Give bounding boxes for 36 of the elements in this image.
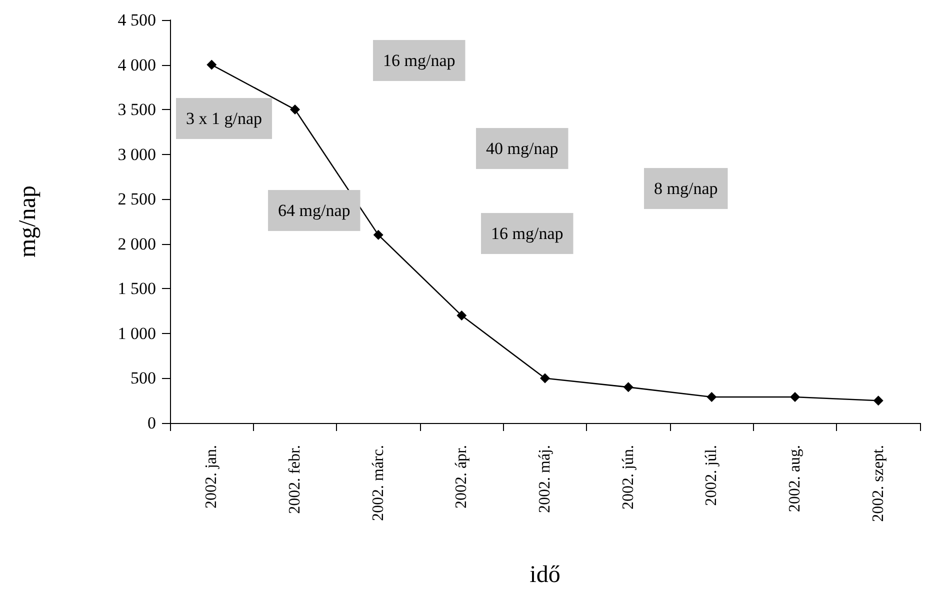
annotation: 8 mg/nap — [654, 179, 718, 198]
annotation: 16 mg/nap — [383, 51, 456, 70]
point — [290, 104, 300, 115]
y-tick-label: 1 000 — [118, 324, 156, 343]
y-tick-label: 500 — [130, 368, 156, 388]
x-tick-label: 2002. ápr. — [453, 445, 470, 509]
point — [206, 60, 217, 70]
y-tick-label: 4 000 — [118, 55, 156, 74]
point — [873, 396, 884, 406]
x-tick-label: 2002. márc. — [370, 445, 387, 521]
x-tick-label: 2002. júl. — [703, 445, 720, 506]
point — [706, 392, 717, 402]
x-tick-label: 2002. febr. — [286, 445, 304, 514]
x-tick-label: 2002. jan. — [203, 445, 220, 509]
point — [456, 310, 467, 321]
point — [373, 230, 384, 240]
y-tick-label: 2 500 — [118, 190, 156, 209]
x-tick-label: 2002. jún. — [620, 445, 637, 510]
y-tick-label: 3 500 — [118, 100, 156, 120]
x-tick-label: 2002. aug. — [786, 445, 804, 512]
y-tick-label: 3 000 — [118, 144, 156, 164]
x-axis-title: idő — [530, 562, 560, 588]
annotation: 40 mg/nap — [486, 139, 558, 158]
y-tick-label: 2 000 — [118, 234, 156, 254]
x-tick-label: 2002. szept. — [870, 445, 887, 522]
y-axis-title: mg/nap — [15, 186, 41, 258]
annotation: 16 mg/nap — [491, 224, 564, 243]
y-tick-label: 0 — [148, 414, 156, 432]
x-tick-label: 2002. máj. — [536, 445, 554, 513]
point — [540, 373, 550, 384]
point — [790, 392, 800, 402]
point — [623, 382, 634, 392]
annotation: 64 mg/nap — [278, 201, 350, 220]
annotation: 3 x 1 g/nap — [186, 109, 262, 128]
y-tick-label: 4 500 — [118, 10, 156, 30]
y-tick-label: 1 500 — [118, 279, 156, 298]
